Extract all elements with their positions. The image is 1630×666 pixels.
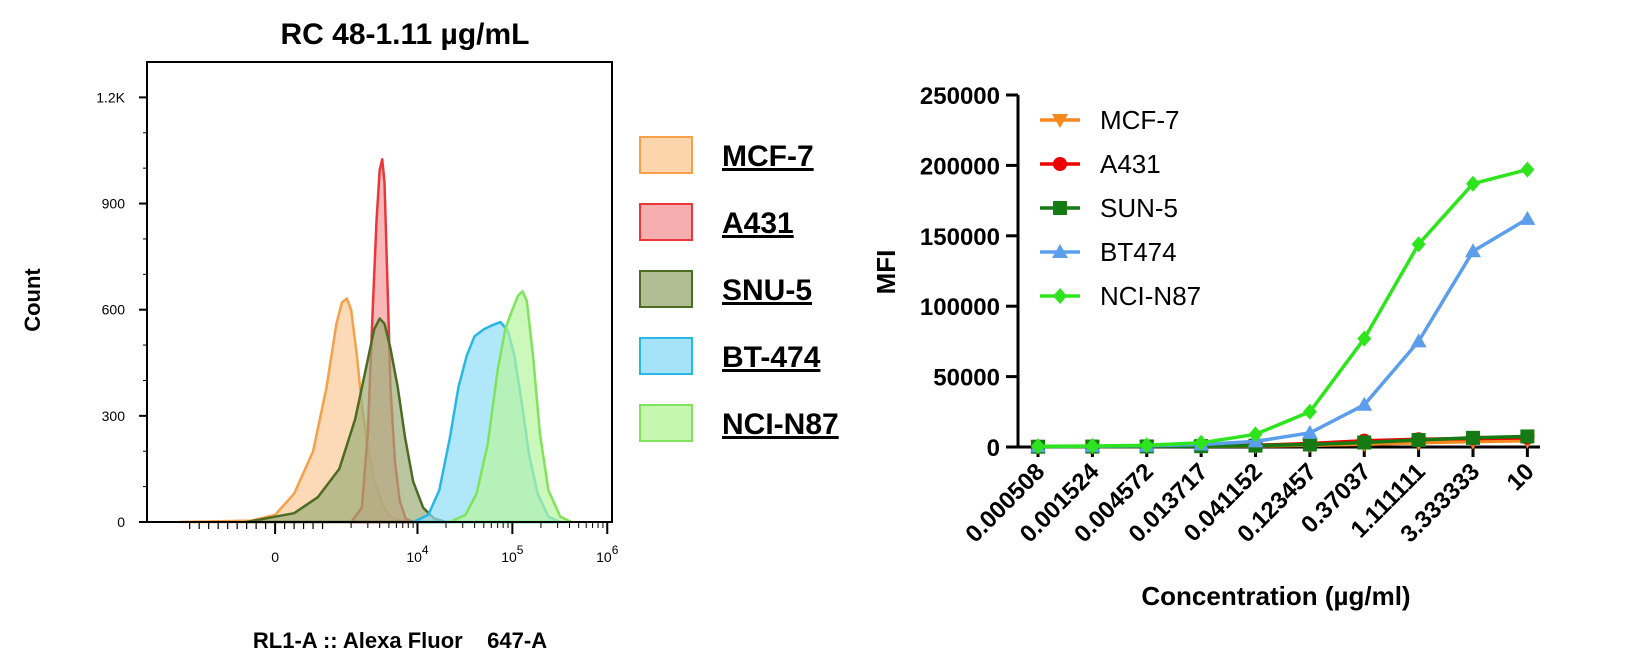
mfi-legend-label-bt474: BT474 (1100, 237, 1177, 267)
histogram-x-tick-label: 105 (501, 543, 524, 565)
mfi-point-nci-n87 (1411, 236, 1426, 253)
mfi-legend-label-nci-n87: NCI-N87 (1100, 281, 1201, 311)
histogram-x-tick-exponent: 5 (517, 543, 524, 557)
mfi-legend-marker-bt474 (1052, 244, 1068, 258)
mfi-legend-marker-nci-n87 (1053, 288, 1067, 304)
mfi-x-ticks: 0.0005080.0015240.0045720.0137170.041152… (960, 447, 1540, 548)
histogram-legend: MCF-7 A431 SNU-5 BT-474 NCI-N87 (639, 136, 839, 442)
histogram-legend-swatch-snu-5 (639, 270, 693, 308)
mfi-y-tick-label: 150000 (920, 224, 1000, 251)
mfi-point-nci-n87 (1194, 434, 1209, 451)
histogram-x-tick-exponent: 4 (422, 543, 429, 557)
mfi-point-bt474 (1301, 424, 1318, 439)
mfi-point-sun-5 (1520, 429, 1535, 444)
mfi-point-nci-n87 (1302, 403, 1317, 420)
mfi-point-sun-5 (1302, 437, 1317, 452)
histogram-x-axis-label: RL1-A :: Alexa Fluor 647-A (253, 628, 547, 653)
mfi-legend-label-sun-5: SUN-5 (1100, 193, 1178, 223)
histogram-series-snu-5 (245, 317, 448, 524)
mfi-legend-marker-mcf-7 (1052, 114, 1068, 128)
mfi-y-ticks: 0 50000 100000 150000 200000 250000 (920, 83, 1018, 462)
mfi-point-nci-n87 (1085, 438, 1100, 455)
mfi-y-tick-label: 200000 (920, 153, 1000, 180)
mfi-point-bt474 (1410, 333, 1427, 348)
histogram-legend-label-a431: A431 (722, 207, 794, 240)
mfi-point-nci-n87 (1031, 438, 1045, 455)
mfi-x-axis-label: Concentration (µg/ml) (1141, 581, 1410, 611)
mfi-y-tick-label: 0 (987, 435, 1000, 462)
histogram-series-nci-n87 (448, 290, 573, 524)
mfi-line-chart: MFI Concentration (µg/ml) 0 50000 100000 15… (871, 83, 1540, 611)
histogram-y-tick-label: 300 (102, 408, 126, 424)
histogram-y-tick-label: 1.2K (96, 89, 125, 105)
mfi-legend-label-a431: A431 (1100, 149, 1161, 179)
histogram-chart: RC 48-1.11 µg/mL Count RL1-A :: Alexa Fl… (20, 18, 839, 653)
histogram-x-tick-label: 106 (596, 543, 619, 565)
histogram-y-ticks: 0 300 600 900 1.2K (96, 89, 147, 530)
histogram-x-tick-label: 104 (406, 543, 429, 565)
histogram-y-axis-label: Count (20, 268, 45, 332)
histogram-legend-swatch-mcf-7 (639, 136, 693, 174)
mfi-point-bt474 (1465, 243, 1481, 258)
histogram-y-tick-label: 0 (117, 514, 125, 530)
mfi-series-nci-n87 (1031, 161, 1535, 455)
mfi-legend: MCF-7 A431 SUN-5 BT474 NCI-N87 (1040, 105, 1201, 311)
mfi-point-bt474 (1356, 396, 1373, 411)
mfi-y-tick-label: 100000 (920, 294, 1000, 321)
histogram-legend-label-snu-5: SNU-5 (722, 274, 812, 307)
mfi-x-tick-label: 10 (1502, 458, 1540, 496)
histogram-legend-swatch-nci-n87 (639, 404, 693, 442)
mfi-point-sun-5 (1411, 432, 1426, 447)
histogram-x-ticks: 0 104 105 106 (189, 522, 619, 565)
histogram-legend-label-mcf-7: MCF-7 (722, 140, 814, 173)
mfi-point-sun-5 (1357, 435, 1372, 450)
histogram-legend-swatch-bt-474 (639, 337, 693, 375)
histogram-x-tick-exponent: 6 (612, 543, 619, 557)
mfi-point-nci-n87 (1520, 161, 1535, 178)
mfi-y-tick-label: 50000 (933, 365, 1000, 392)
mfi-legend-label-mcf-7: MCF-7 (1100, 105, 1179, 135)
histogram-legend-swatch-a431 (639, 203, 693, 241)
histogram-legend-label-bt-474: BT-474 (722, 341, 821, 374)
mfi-point-sun-5 (1466, 430, 1480, 445)
mfi-point-nci-n87 (1357, 330, 1372, 347)
mfi-y-tick-label: 250000 (920, 83, 1000, 110)
mfi-series-group (1030, 161, 1536, 455)
mfi-legend-marker-a431 (1053, 157, 1067, 171)
mfi-point-bt474 (1519, 210, 1536, 225)
histogram-y-tick-label: 900 (102, 196, 126, 212)
mfi-point-nci-n87 (1466, 175, 1480, 192)
histogram-y-tick-label: 600 (102, 302, 126, 318)
mfi-y-axis-label: MFI (871, 250, 901, 295)
histogram-legend-label-nci-n87: NCI-N87 (722, 408, 839, 441)
histogram-title: RC 48-1.11 µg/mL (280, 18, 529, 51)
mfi-point-nci-n87 (1139, 437, 1154, 454)
mfi-legend-marker-sun-5 (1053, 201, 1067, 215)
histogram-series-group (178, 158, 573, 524)
mfi-point-nci-n87 (1248, 426, 1263, 443)
histogram-x-tick-label: 0 (271, 549, 279, 565)
mfi-line-nci-n87 (1037, 167, 1528, 449)
